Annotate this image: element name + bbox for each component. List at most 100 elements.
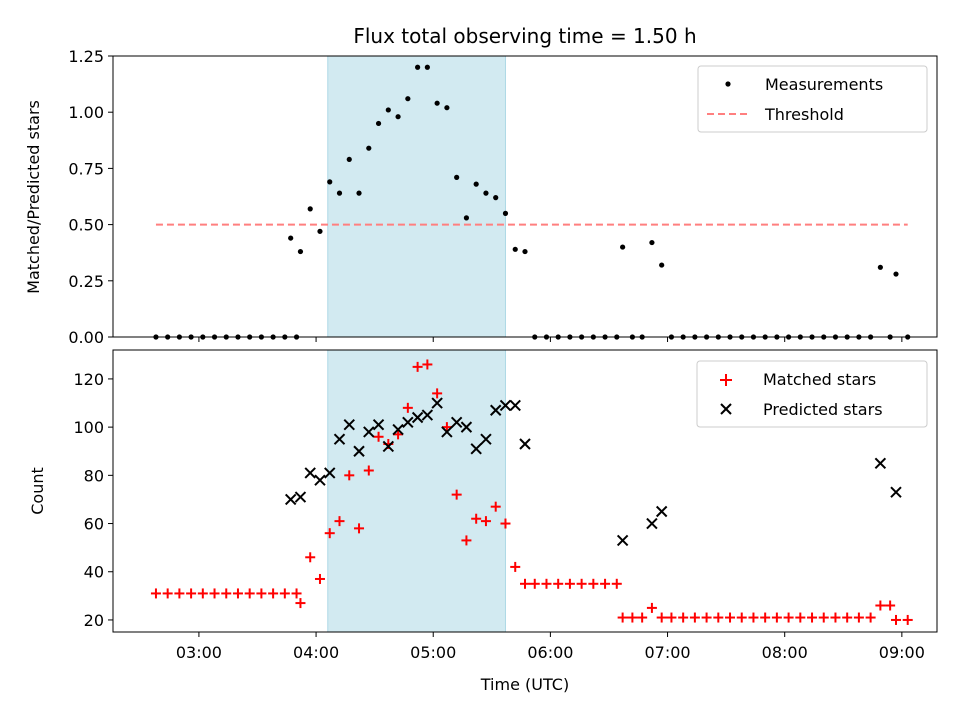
matched-point — [783, 612, 794, 623]
measurement-point — [877, 264, 883, 270]
matched-point — [490, 501, 501, 512]
matched-point — [627, 612, 638, 623]
y-axis: 20 40 60 80 100 120 — [73, 370, 113, 630]
predicted-point — [499, 399, 512, 412]
matched-point — [588, 578, 599, 589]
measurement-point — [288, 235, 294, 241]
matched-point — [441, 422, 452, 433]
matched-point — [637, 612, 648, 623]
predicted-point — [421, 409, 434, 421]
measurement-point — [893, 271, 899, 277]
matched-point — [600, 578, 611, 589]
predicted-point — [363, 426, 375, 438]
matched-point — [875, 600, 886, 611]
bottom-panel: 20 40 60 80 100 120 03:00 04:00 05:00 06:00 07:00… — [28, 349, 938, 694]
matched-point — [291, 588, 302, 599]
x-axis-ticks — [198, 337, 903, 342]
matched-point — [842, 612, 853, 623]
predicted-point — [284, 493, 297, 506]
plot-frame — [112, 55, 938, 338]
matched-point — [363, 465, 374, 476]
y-tick-label: 100 — [73, 418, 104, 437]
predicted-point — [646, 517, 658, 530]
legend-measurements-marker — [725, 81, 731, 87]
measurement-point — [297, 248, 304, 255]
matched-point — [279, 588, 290, 599]
legend-predicted-marker — [720, 403, 732, 415]
matched-point — [197, 588, 208, 599]
matched-point — [268, 588, 279, 599]
matched-point — [314, 573, 325, 584]
matched-point — [666, 612, 677, 623]
predicted-point — [890, 486, 902, 498]
predicted-point — [519, 438, 531, 450]
predicted-point — [480, 433, 492, 445]
measurement-point — [620, 244, 626, 250]
matched-point — [209, 588, 220, 599]
legend-predicted-label: Predicted stars — [763, 400, 883, 419]
predicted-point — [314, 474, 326, 486]
matched-point — [295, 598, 306, 609]
y-axis: 0.00 0.25 0.50 0.75 1.00 1.25 — [68, 47, 113, 347]
matched-point — [422, 359, 433, 370]
measurement-point — [327, 179, 333, 185]
y-tick-label: 80 — [84, 466, 104, 485]
matched-point — [471, 513, 482, 524]
matched-point — [576, 578, 587, 589]
predicted-point — [294, 491, 307, 503]
matched-point — [461, 535, 472, 546]
predicted-point — [490, 404, 502, 416]
predicted-point — [874, 457, 887, 469]
matched-point — [611, 578, 622, 589]
matched-point — [344, 470, 355, 481]
matched-point — [902, 614, 913, 625]
measurement-point — [522, 248, 528, 255]
predicted-point — [509, 399, 521, 412]
matched-point — [771, 612, 782, 623]
matched-point — [451, 489, 462, 500]
legend-measurements-label: Measurements — [765, 75, 883, 94]
x-tick-label: 07:00 — [644, 643, 690, 662]
predicted-point — [441, 426, 453, 438]
matched-point — [890, 614, 901, 625]
highlight-span — [327, 349, 506, 633]
predicted-point — [343, 419, 355, 431]
legend-matched-label: Matched stars — [763, 370, 876, 389]
matched-point — [736, 612, 747, 623]
matched-point — [150, 588, 161, 599]
matched-point — [334, 516, 345, 527]
measurement-point — [659, 262, 665, 268]
measurement-point — [385, 107, 391, 113]
matched-point — [354, 523, 365, 534]
matched-point — [373, 431, 384, 442]
measurement-point — [483, 190, 489, 196]
matched-point — [480, 516, 491, 527]
measurement-point — [424, 64, 430, 70]
matched-point — [244, 588, 255, 599]
predicted-point — [470, 443, 482, 455]
legend-threshold-label: Threshold — [764, 105, 844, 124]
matched-point — [678, 612, 689, 623]
matched-point — [432, 388, 443, 399]
predicted-point — [450, 416, 463, 429]
matched-point — [500, 518, 511, 529]
predicted-point — [372, 419, 385, 431]
measurement-point — [405, 96, 411, 102]
predicted-point — [460, 421, 473, 433]
measurement-point — [415, 64, 421, 70]
x-tick-label: 04:00 — [293, 643, 339, 662]
matched-point — [553, 578, 564, 589]
matched-point — [324, 528, 335, 539]
measurement-point — [346, 156, 352, 163]
matched-point — [818, 612, 829, 623]
measurement-point — [454, 174, 460, 180]
matched-point — [221, 588, 232, 599]
matched-point — [795, 612, 806, 623]
predicted-point — [353, 445, 365, 457]
legend: Measurements Threshold — [697, 65, 928, 133]
measurement-point — [366, 145, 372, 151]
matched-point — [529, 578, 540, 589]
predicted-point — [411, 411, 424, 424]
matched-point — [520, 578, 530, 589]
